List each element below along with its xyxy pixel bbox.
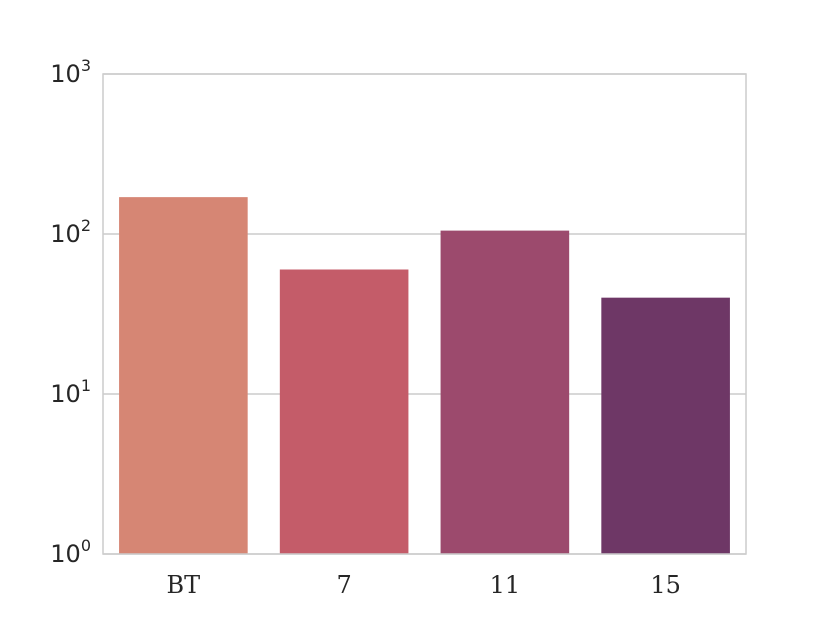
x-tick-label: 11 [490, 571, 521, 599]
y-tick-label: 100 [50, 536, 91, 568]
bar-15 [601, 297, 730, 554]
bars [119, 197, 730, 554]
y-tick-base: 10 [50, 220, 81, 248]
x-tick-label: BT [167, 571, 201, 599]
bar-11 [440, 230, 570, 554]
y-tick-label: 101 [50, 376, 91, 408]
y-tick-base: 10 [50, 380, 81, 408]
y-tick-exponent: 0 [81, 536, 91, 555]
y-tick-base: 10 [50, 540, 81, 568]
y-tick-base: 10 [50, 60, 81, 88]
bar-7 [279, 269, 409, 554]
x-axis-ticks: BT 7 11 15 [167, 571, 681, 599]
y-tick-exponent: 1 [81, 376, 91, 395]
y-tick-label: 103 [50, 56, 91, 88]
plot-frame [102, 73, 747, 555]
x-tick-label: 15 [650, 571, 681, 599]
bar-bt [119, 197, 248, 554]
y-tick-exponent: 3 [81, 56, 91, 75]
y-tick-exponent: 2 [81, 216, 91, 235]
y-tick-label: 102 [50, 216, 91, 248]
x-tick-label: 7 [336, 571, 351, 599]
